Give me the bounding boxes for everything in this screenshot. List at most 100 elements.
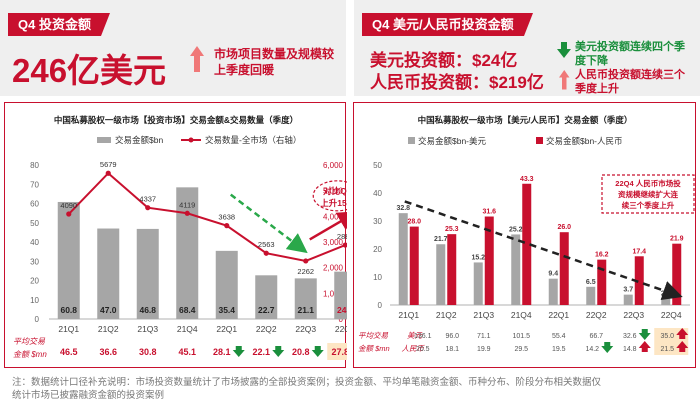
- arrow-down-icon: [311, 346, 324, 357]
- rmb-trend-note: 人民币投资额连续三个季度上升: [575, 69, 685, 95]
- bar-amount: [215, 250, 238, 319]
- bar-usd: [548, 278, 558, 305]
- bar-rmb-label: 16.2: [595, 252, 609, 259]
- avg-rmb-value: 20.5: [416, 346, 430, 353]
- avg-rmb-value: 21.5: [660, 346, 674, 353]
- avg-usd-value: 96.0: [445, 333, 459, 340]
- bar-amount: [136, 228, 159, 319]
- bar-usd: [661, 298, 671, 305]
- callout-text-line: 22Q4 人民币市场投: [615, 178, 681, 188]
- x-tick-label: 22Q3: [295, 324, 316, 334]
- usd-investment-line: 美元投资额：$24亿: [370, 51, 518, 70]
- bar-usd-label: 21.7: [434, 236, 448, 243]
- x-tick-label: 21Q1: [398, 310, 419, 320]
- summary-card-total: Q4 投资金额 246亿美元 市场项目数量及规模较上季度回暖: [0, 0, 346, 96]
- line-point-label: 4337: [139, 195, 156, 204]
- x-tick-label: 22Q3: [623, 310, 644, 320]
- chart-panel-total: 中国私募股权一级市场【投资市场】交易金额&交易数量（季度） 交易金额$bn 交易数量…: [4, 102, 347, 368]
- callout-box: [601, 174, 695, 214]
- avg-value: 46.5: [60, 347, 78, 357]
- callout-text-line1: 对比Q3: [323, 186, 347, 196]
- line-point-label: 5679: [100, 160, 117, 169]
- bar-usd-label: 6.5: [586, 279, 596, 286]
- left-axis-tick: 10: [30, 296, 39, 305]
- total-investment-value: 246亿美元: [12, 52, 167, 89]
- left-axis-tick: 20: [30, 277, 39, 286]
- x-tick-label: 21Q4: [511, 310, 532, 320]
- rmb-investment-line: 人民币投资额：$219亿: [370, 73, 544, 92]
- right-axis-tick: 5,000: [323, 187, 344, 196]
- bar-usd-label: 25.2: [509, 226, 523, 233]
- left-axis-tick: 80: [30, 161, 39, 170]
- avg-row-label-usd: 美元: [407, 331, 422, 340]
- arrow-up-icon: [190, 46, 204, 72]
- avg-value: 20.8: [292, 347, 310, 357]
- y-axis-tick: 50: [373, 161, 382, 170]
- bar-value-label: 21.1: [297, 305, 314, 315]
- bar-amount: [57, 201, 80, 319]
- line-count: [68, 171, 346, 262]
- x-tick-label: 22Q1: [216, 324, 237, 334]
- bar-rmb: [447, 234, 457, 305]
- left-axis-tick: 40: [30, 238, 39, 247]
- line-point-label: 3638: [218, 213, 235, 222]
- avg-usd-value: 32.6: [623, 333, 637, 340]
- left-axis-tick: 50: [30, 219, 39, 228]
- arrow-up-icon: [676, 341, 689, 352]
- bar-rmb: [484, 216, 494, 305]
- legend-label-amount: 交易金额$bn: [115, 135, 163, 145]
- legend-label-rmb: 交易金额$bn-人民币: [546, 136, 623, 146]
- bar-usd: [436, 244, 446, 305]
- avg-rmb-value: 19.5: [552, 346, 566, 353]
- bar-rmb: [634, 256, 644, 305]
- avg-usd-value: 71.1: [477, 333, 491, 340]
- line-point-count: [263, 250, 269, 256]
- right-axis-tick: 3,000: [323, 238, 344, 247]
- y-axis-tick: 10: [373, 273, 382, 282]
- x-tick-label: 22Q2: [256, 324, 277, 334]
- x-tick-label: 22Q2: [586, 310, 607, 320]
- avg-value: 45.1: [178, 347, 196, 357]
- right-axis-tick: 1,000: [323, 289, 344, 298]
- line-point-label: 2563: [258, 240, 275, 249]
- trend-arrow-down: [229, 193, 308, 254]
- line-point-label: 4119: [179, 200, 195, 209]
- footnote-line-1: 注：数据统计口径补充说明：市场投资数量统计了市场披露的全部投资案例；投资金额、平…: [12, 377, 602, 388]
- bar-value-label: 35.4: [218, 305, 235, 315]
- callout-text-line: 资规模继续扩大连: [618, 189, 678, 199]
- y-axis-tick: 30: [373, 217, 382, 226]
- x-tick-label: 21Q3: [473, 310, 494, 320]
- bar-rmb-label: 21.9: [670, 236, 684, 243]
- arrow-down-icon: [232, 346, 245, 357]
- callout-text-line2: 上升15%: [320, 198, 347, 208]
- arrow-up-icon: [676, 328, 689, 339]
- line-point-count: [342, 242, 347, 248]
- card-tab-title: Q4 投资金额: [8, 13, 110, 36]
- y-axis-tick: 40: [373, 189, 382, 198]
- bar-usd: [623, 294, 633, 305]
- avg-value: 27.8: [331, 347, 347, 357]
- callout-text-line: 续三个季度上升: [622, 200, 675, 210]
- y-axis-tick: 0: [378, 301, 383, 310]
- bar-rmb-label: 25.3: [445, 226, 459, 233]
- avg-value: 36.6: [99, 347, 117, 357]
- left-axis-tick: 60: [30, 200, 39, 209]
- legend-label-usd: 交易金额$bn-美元: [418, 136, 487, 146]
- avg-label-line2: 金额 $mn: [13, 350, 47, 359]
- bar-usd-label: 3.7: [623, 287, 633, 294]
- bar-usd: [398, 213, 408, 305]
- bar-usd-label: 9.4: [548, 271, 558, 278]
- arrow-up-icon: [559, 70, 570, 90]
- trend-arrow-up: [309, 211, 347, 241]
- x-tick-label: 21Q2: [436, 310, 457, 320]
- bar-rmb-label: 26.0: [557, 224, 571, 231]
- line-point-count: [105, 170, 111, 176]
- x-tick-label: 21Q2: [98, 324, 119, 334]
- legend-swatch-rmb: [536, 137, 543, 144]
- chart-title: 中国私募股权一级市场【美元/人民币】交易金额（季度）: [418, 115, 633, 125]
- bar-rmb-label: 17.4: [632, 248, 646, 255]
- avg-label-line1: 平均交易: [358, 331, 388, 340]
- line-point-label: 2262: [297, 267, 314, 276]
- x-tick-label: 21Q1: [58, 324, 79, 334]
